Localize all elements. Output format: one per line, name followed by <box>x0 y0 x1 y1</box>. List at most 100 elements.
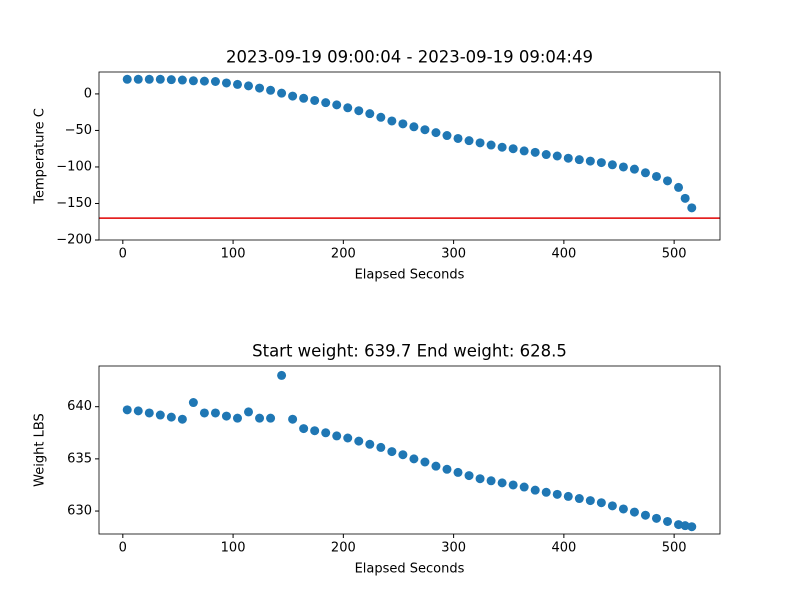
data-point <box>618 162 628 172</box>
data-point <box>188 398 198 408</box>
y-tick-label: 0 <box>84 86 92 101</box>
data-point <box>680 521 690 531</box>
data-point <box>266 413 276 423</box>
x-tick-label: 100 <box>221 247 246 262</box>
data-point <box>431 128 441 138</box>
data-point <box>166 75 176 85</box>
x-tick-label: 0 <box>119 541 127 556</box>
data-point <box>210 408 220 418</box>
chart-title: Start weight: 639.7 End weight: 628.5 <box>252 342 567 361</box>
data-point <box>354 106 364 116</box>
data-point <box>519 146 529 156</box>
data-point <box>552 151 562 161</box>
y-tick-label: −150 <box>56 196 92 211</box>
x-axis-label: Elapsed Seconds <box>355 268 465 283</box>
x-tick-label: 300 <box>441 247 466 262</box>
x-tick-label: 200 <box>331 541 356 556</box>
data-point <box>541 150 551 160</box>
y-axis-label: Weight LBS <box>33 413 48 487</box>
data-point <box>680 193 690 203</box>
data-point <box>563 153 573 163</box>
data-point <box>288 414 298 424</box>
data-point <box>508 480 518 490</box>
data-point <box>122 74 132 84</box>
data-point <box>464 136 474 146</box>
data-point <box>475 474 485 484</box>
data-point <box>387 447 397 457</box>
data-point <box>133 74 143 84</box>
x-tick-label: 200 <box>331 247 356 262</box>
data-point <box>585 496 595 506</box>
y-tick-label: −200 <box>56 233 92 248</box>
data-point <box>596 498 606 508</box>
data-point <box>552 489 562 499</box>
data-point <box>221 411 231 421</box>
data-point <box>420 125 430 135</box>
data-point <box>663 516 673 526</box>
data-point <box>188 76 198 86</box>
data-point <box>640 168 650 178</box>
data-point <box>199 76 209 86</box>
data-point <box>398 450 408 460</box>
data-point <box>321 98 331 108</box>
data-point <box>155 74 165 84</box>
data-point <box>574 155 584 165</box>
data-point <box>530 147 540 157</box>
plot-frame <box>98 71 721 241</box>
data-point <box>177 414 187 424</box>
x-tick-label: 300 <box>441 541 466 556</box>
data-point <box>310 426 320 436</box>
data-point <box>299 93 309 103</box>
x-tick-label: 400 <box>551 541 576 556</box>
data-point <box>343 433 353 443</box>
data-point <box>277 88 287 98</box>
data-point <box>354 436 364 446</box>
data-point <box>321 428 331 438</box>
data-point <box>687 203 697 213</box>
data-point <box>464 471 474 481</box>
data-point <box>332 100 342 110</box>
data-point <box>442 464 452 474</box>
data-point <box>365 439 375 449</box>
data-point <box>453 467 463 477</box>
data-point <box>376 112 386 122</box>
data-point <box>310 95 320 105</box>
data-point <box>343 103 353 113</box>
data-point <box>618 504 628 514</box>
data-point <box>177 75 187 85</box>
x-axis-label: Elapsed Seconds <box>355 562 465 577</box>
data-point <box>475 138 485 148</box>
chart-title: 2023-09-19 09:00:04 - 2023-09-19 09:04:4… <box>226 48 593 67</box>
data-point <box>199 408 209 418</box>
data-point <box>144 408 154 418</box>
data-point <box>210 76 220 86</box>
data-point <box>607 501 617 511</box>
data-point <box>232 413 242 423</box>
data-point <box>596 158 606 168</box>
data-point <box>299 424 309 434</box>
data-point <box>398 119 408 129</box>
data-point <box>640 510 650 520</box>
data-point <box>255 83 265 93</box>
data-point <box>674 520 684 530</box>
data-point <box>431 461 441 471</box>
y-tick-label: −50 <box>65 123 92 138</box>
x-tick-label: 500 <box>662 541 687 556</box>
data-point <box>244 407 254 417</box>
data-point <box>155 410 165 420</box>
data-point <box>244 81 254 91</box>
data-point <box>365 109 375 119</box>
data-point <box>288 91 298 101</box>
data-point <box>232 79 242 89</box>
data-point <box>687 522 697 532</box>
data-point <box>530 485 540 495</box>
y-tick-label: 640 <box>67 399 92 414</box>
data-point <box>585 156 595 166</box>
data-point <box>629 164 639 174</box>
data-point <box>674 182 684 192</box>
x-tick-label: 400 <box>551 247 576 262</box>
data-point <box>144 74 154 84</box>
data-point <box>133 406 143 416</box>
data-point <box>420 457 430 467</box>
